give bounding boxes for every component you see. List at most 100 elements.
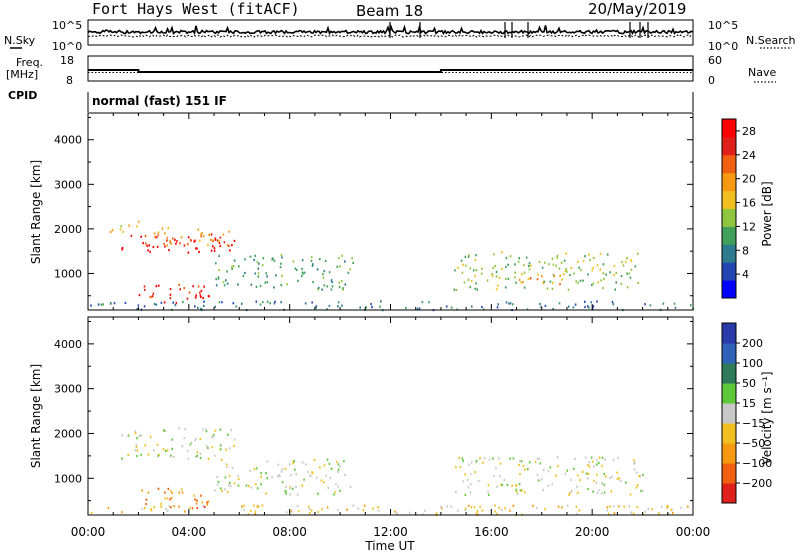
scatter-cell — [218, 239, 220, 242]
scatter-cell — [328, 462, 331, 465]
scatter-cell — [160, 301, 163, 304]
scatter-cell — [138, 294, 141, 297]
freq-label-1: Freq. — [16, 56, 43, 69]
scatter-cell — [539, 462, 542, 465]
freq-panel-frame — [87, 55, 694, 82]
x-axis-label: Time UT — [364, 539, 415, 553]
scatter-cell — [90, 511, 93, 514]
station-title: Fort Hays West (fitACF) — [92, 0, 300, 18]
scatter-cell — [576, 512, 578, 516]
scatter-cell — [418, 307, 421, 310]
scatter-cell — [214, 237, 217, 240]
scatter-cell — [564, 472, 567, 475]
scatter-cell — [322, 273, 324, 276]
scatter-cell — [254, 510, 257, 513]
power-data — [90, 220, 695, 312]
scatter-cell — [249, 509, 252, 512]
colorbar-tick-label: 28 — [742, 125, 756, 138]
scatter-cell — [612, 505, 615, 508]
scatter-cell — [547, 470, 550, 473]
scatter-cell — [194, 305, 196, 308]
scatter-cell — [405, 306, 407, 310]
scatter-cell — [566, 270, 568, 273]
scatter-cell — [591, 269, 593, 272]
scatter-cell — [257, 267, 260, 270]
scatter-cell — [210, 249, 213, 252]
scatter-cell — [512, 457, 515, 460]
scatter-cell — [570, 489, 573, 492]
scatter-cell — [527, 468, 529, 471]
scatter-cell — [183, 287, 185, 290]
scatter-cell — [281, 256, 283, 259]
scatter-cell — [175, 301, 178, 305]
scatter-cell — [196, 247, 198, 250]
scatter-cell — [544, 508, 546, 511]
scatter-cell — [469, 286, 472, 289]
scatter-cell — [218, 301, 221, 304]
scatter-cell — [339, 489, 341, 492]
scatter-cell — [352, 261, 354, 264]
x-tick-label: 20:00 — [575, 525, 610, 539]
scatter-cell — [253, 504, 255, 507]
noise-left-label: N.Sky — [4, 34, 36, 47]
noise-traces — [87, 22, 693, 38]
scatter-cell — [285, 492, 287, 495]
scatter-cell — [233, 482, 236, 485]
scatter-cell — [337, 470, 339, 473]
scatter-cell — [380, 300, 382, 303]
scatter-cell — [102, 303, 104, 306]
scatter-cell — [499, 462, 502, 465]
scatter-cell — [515, 488, 517, 491]
scatter-cell — [541, 478, 543, 481]
scatter-cell — [616, 477, 619, 481]
scatter-cell — [237, 283, 239, 286]
scatter-cell — [119, 228, 122, 231]
scatter-cell — [203, 300, 205, 303]
scatter-cell — [215, 278, 217, 281]
scatter-cell — [521, 273, 523, 276]
scatter-cell — [155, 285, 158, 288]
scatter-cell — [305, 463, 307, 466]
scatter-cell — [236, 475, 239, 478]
scatter-cell — [316, 268, 319, 271]
date-label: 20/May/2019 — [588, 0, 686, 18]
scatter-cell — [281, 274, 283, 277]
scatter-cell — [498, 506, 500, 509]
scatter-cell — [602, 272, 605, 275]
scatter-cell — [575, 280, 577, 283]
scatter-cell — [614, 288, 616, 291]
scatter-cell — [302, 272, 304, 275]
scatter-cell — [588, 306, 590, 309]
scatter-cell — [173, 505, 175, 508]
scatter-cell — [518, 257, 520, 260]
scatter-cell — [337, 301, 340, 304]
colorbar-swatch — [722, 343, 736, 364]
scatter-cell — [549, 280, 552, 283]
scatter-cell — [328, 271, 331, 274]
scatter-cell — [527, 278, 530, 281]
scatter-cell — [615, 281, 617, 284]
scatter-cell — [223, 284, 226, 287]
scatter-cell — [538, 457, 541, 460]
freq-label-2: [MHz] — [6, 68, 38, 81]
scatter-cell — [196, 454, 198, 457]
scatter-cell — [514, 271, 517, 274]
scatter-cell — [325, 474, 327, 477]
scatter-cell — [223, 241, 226, 244]
scatter-cell — [156, 443, 159, 446]
scatter-cell — [164, 429, 167, 432]
scatter-cell — [181, 491, 184, 494]
velocity-colorbar: 200 100 50 15 −15 −50 −100 −200 — [721, 322, 772, 504]
scatter-cell — [194, 498, 196, 501]
scatter-cell — [212, 436, 215, 439]
scatter-cell — [492, 457, 494, 460]
colorbar-tick-label: 8 — [742, 244, 749, 257]
scatter-cell — [666, 506, 669, 509]
scatter-cell — [255, 285, 258, 288]
scatter-cell — [479, 505, 481, 508]
scatter-cell — [137, 304, 140, 307]
scatter-cell — [178, 505, 180, 508]
scatter-cell — [184, 428, 187, 431]
scatter-cell — [169, 288, 172, 291]
scatter-cell — [541, 266, 544, 269]
